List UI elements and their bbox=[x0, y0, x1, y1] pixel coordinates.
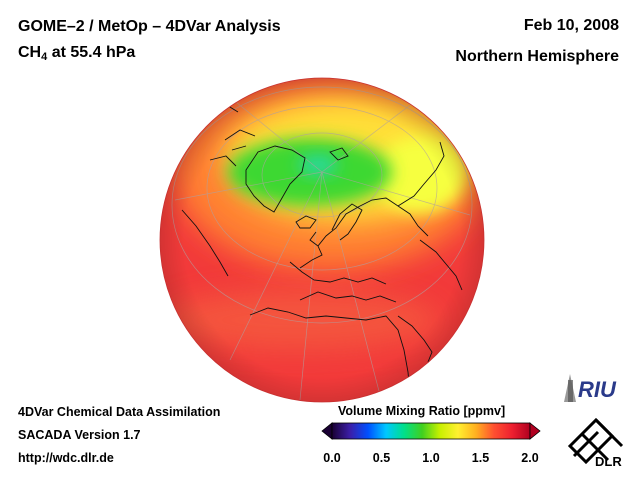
footer-line-2: SACADA Version 1.7 bbox=[18, 428, 141, 442]
dlr-logo-text: DLR bbox=[595, 454, 622, 469]
map-title: GOME–2 / MetOp – 4DVar Analysis bbox=[18, 18, 281, 35]
species-subscript: 4 bbox=[41, 51, 48, 63]
species-name: CH bbox=[18, 44, 42, 61]
colorbar-tick-label: 0.0 bbox=[323, 451, 341, 465]
colorbar-title: Volume Mixing Ratio [ppmv] bbox=[338, 404, 506, 418]
pressure-level: at 55.4 hPa bbox=[51, 44, 136, 61]
colorbar-tick-label: 0.5 bbox=[372, 451, 391, 465]
riu-logo: RIU bbox=[564, 374, 617, 402]
dlr-logo: DLR bbox=[567, 417, 624, 469]
riu-logo-spire bbox=[564, 374, 576, 402]
species-label: CH4 at 55.4 hPa bbox=[18, 44, 135, 63]
footer-line-1: 4DVar Chemical Data Assimilation bbox=[18, 405, 221, 419]
colorbar-tick-label: 1.0 bbox=[422, 451, 440, 465]
colorbar-tick-label: 2.0 bbox=[521, 451, 539, 465]
globe-outline bbox=[159, 77, 485, 403]
dlr-logo-mark bbox=[567, 417, 624, 465]
footer-url: http://wdc.dlr.de bbox=[18, 451, 114, 465]
colorbar-tick-label: 1.5 bbox=[471, 451, 490, 465]
analysis-date: Feb 10, 2008 bbox=[523, 17, 619, 34]
riu-logo-text: RIU bbox=[578, 377, 617, 402]
region-label: Northern Hemisphere bbox=[455, 48, 619, 65]
